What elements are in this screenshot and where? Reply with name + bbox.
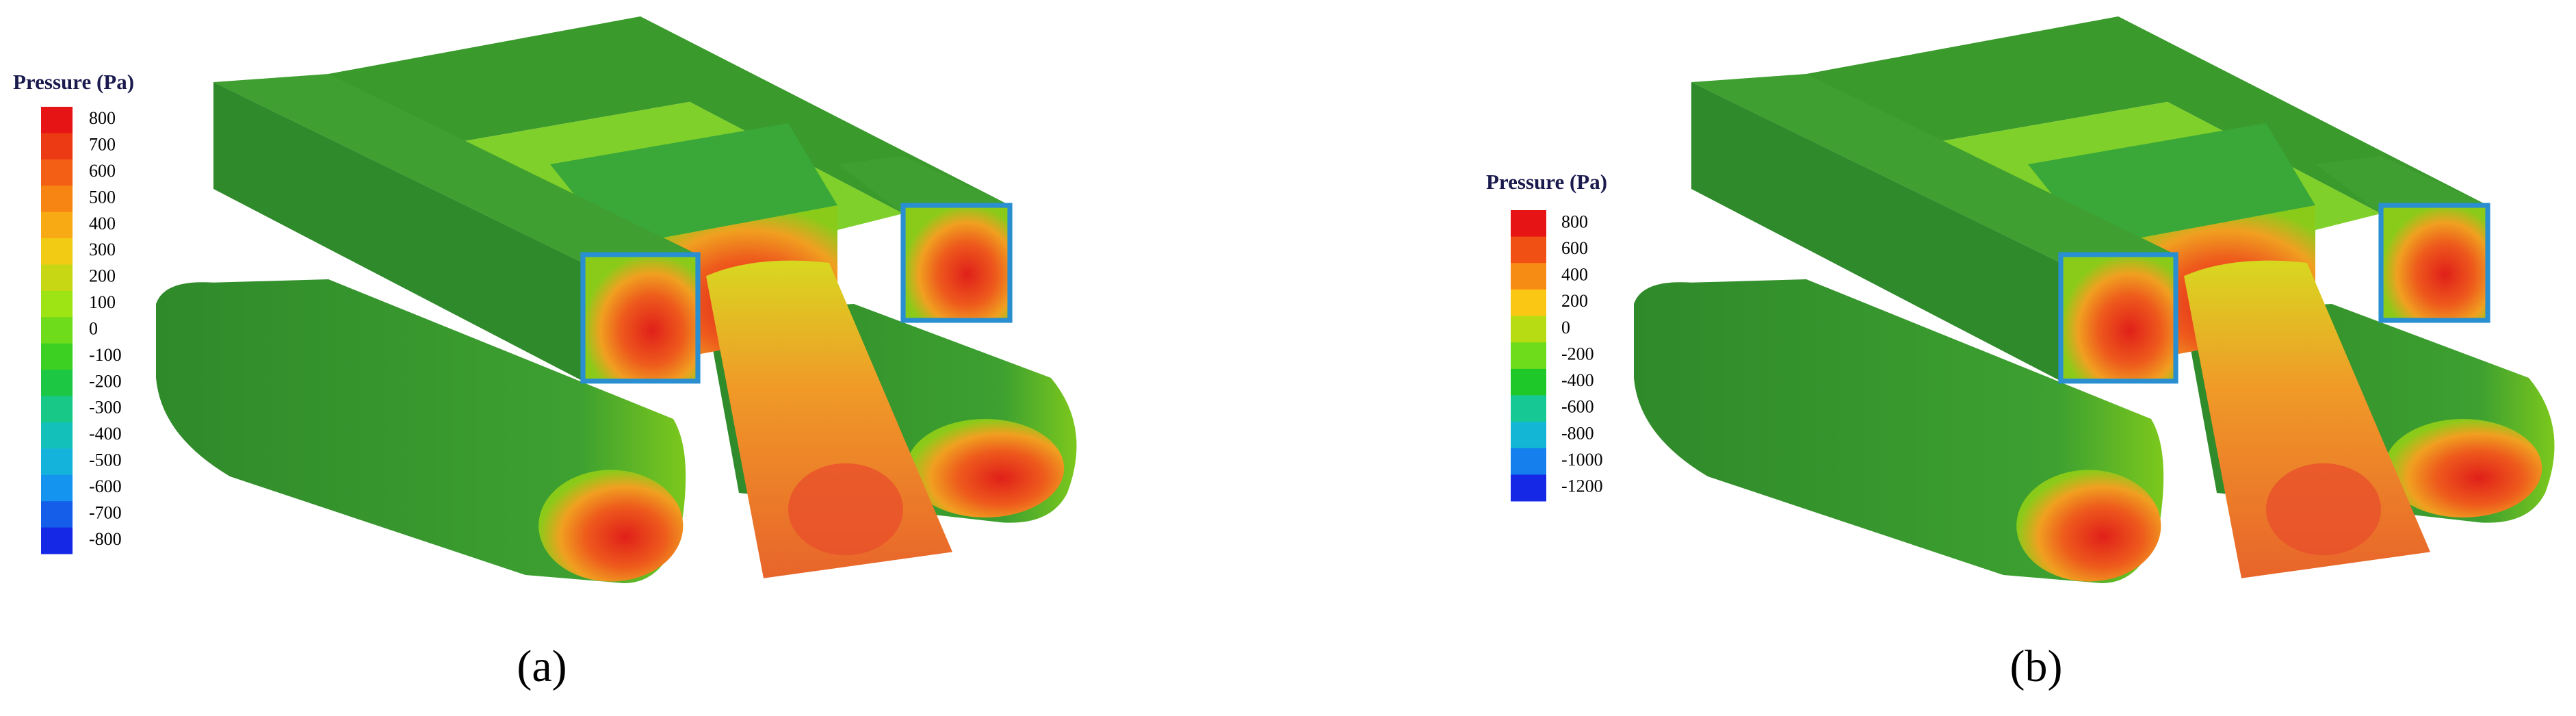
- legend-label: 600: [89, 161, 116, 181]
- legend-swatch: [41, 448, 73, 476]
- legend-label: 400: [89, 214, 116, 233]
- legend-swatch: [1511, 448, 1546, 475]
- legend-label: 0: [89, 318, 98, 338]
- legend-label: 300: [89, 240, 116, 259]
- legend-label: -800: [89, 529, 122, 549]
- legend-label: -200: [1561, 344, 1594, 363]
- legend-title: Pressure (Pa): [13, 70, 134, 94]
- legend-swatch: [41, 212, 73, 239]
- legends: 800 700 600 500 400 300 200 100 0 -100 -200 -300 -40…: [41, 107, 1603, 554]
- legend-label: -1200: [1561, 476, 1603, 496]
- caption: (b): [2010, 641, 2063, 691]
- legend-swatch: [41, 501, 73, 528]
- legend-swatch: [1511, 263, 1546, 290]
- legend-swatch: [41, 186, 73, 213]
- legend-swatch: [41, 290, 73, 318]
- legend-swatch: [41, 317, 73, 344]
- legend-swatch: [1511, 210, 1546, 238]
- legend-swatch: [41, 238, 73, 265]
- legend-label: -800: [1561, 423, 1594, 443]
- model-a: [156, 16, 1077, 583]
- legend-swatch: [41, 343, 73, 370]
- legend-label: 100: [89, 292, 116, 312]
- caption: (a): [517, 641, 567, 691]
- legend-label: -500: [89, 450, 122, 470]
- legend-label: -1000: [1561, 450, 1603, 470]
- legend-label: -400: [89, 424, 122, 444]
- legend-swatch: [1511, 316, 1546, 343]
- legend-swatch: [41, 527, 73, 554]
- legend-swatch: [1511, 342, 1546, 370]
- legend-label: -300: [89, 398, 122, 418]
- legend-label: 200: [89, 266, 116, 286]
- model-b: [1634, 16, 2555, 583]
- legend-swatch: [41, 159, 73, 186]
- legend-label: -700: [89, 502, 122, 522]
- legend-label: -200: [89, 371, 122, 391]
- legend-label: -600: [1561, 397, 1594, 417]
- legend-label: -400: [1561, 370, 1594, 390]
- legend-swatch: [1511, 289, 1546, 317]
- legend-swatch: [41, 474, 73, 502]
- legend-title: Pressure (Pa): [1486, 170, 1607, 194]
- legend-label: 400: [1561, 265, 1588, 285]
- legend-label: 0: [1561, 318, 1570, 337]
- legend-label: 600: [1561, 238, 1588, 258]
- legend-swatch: [41, 133, 73, 160]
- legend-label: 200: [1561, 291, 1588, 311]
- legend-swatch: [1511, 236, 1546, 264]
- legend-label: 700: [89, 135, 116, 155]
- legend-label: -100: [89, 345, 122, 365]
- legend-label: 800: [89, 108, 116, 128]
- legend-swatch: [1511, 395, 1546, 422]
- legend-swatch: [41, 396, 73, 423]
- legend-label: 800: [1561, 212, 1588, 231]
- legend-swatch: [1511, 474, 1546, 502]
- legend-swatch: [41, 107, 73, 133]
- legend-label: 500: [89, 187, 116, 207]
- legend-label: -600: [89, 476, 122, 496]
- legend-swatch: [1511, 422, 1546, 449]
- legend-swatch: [41, 264, 73, 292]
- legend-swatch: [41, 370, 73, 397]
- legend-swatch: [1511, 368, 1546, 396]
- legend-swatch: [41, 422, 73, 449]
